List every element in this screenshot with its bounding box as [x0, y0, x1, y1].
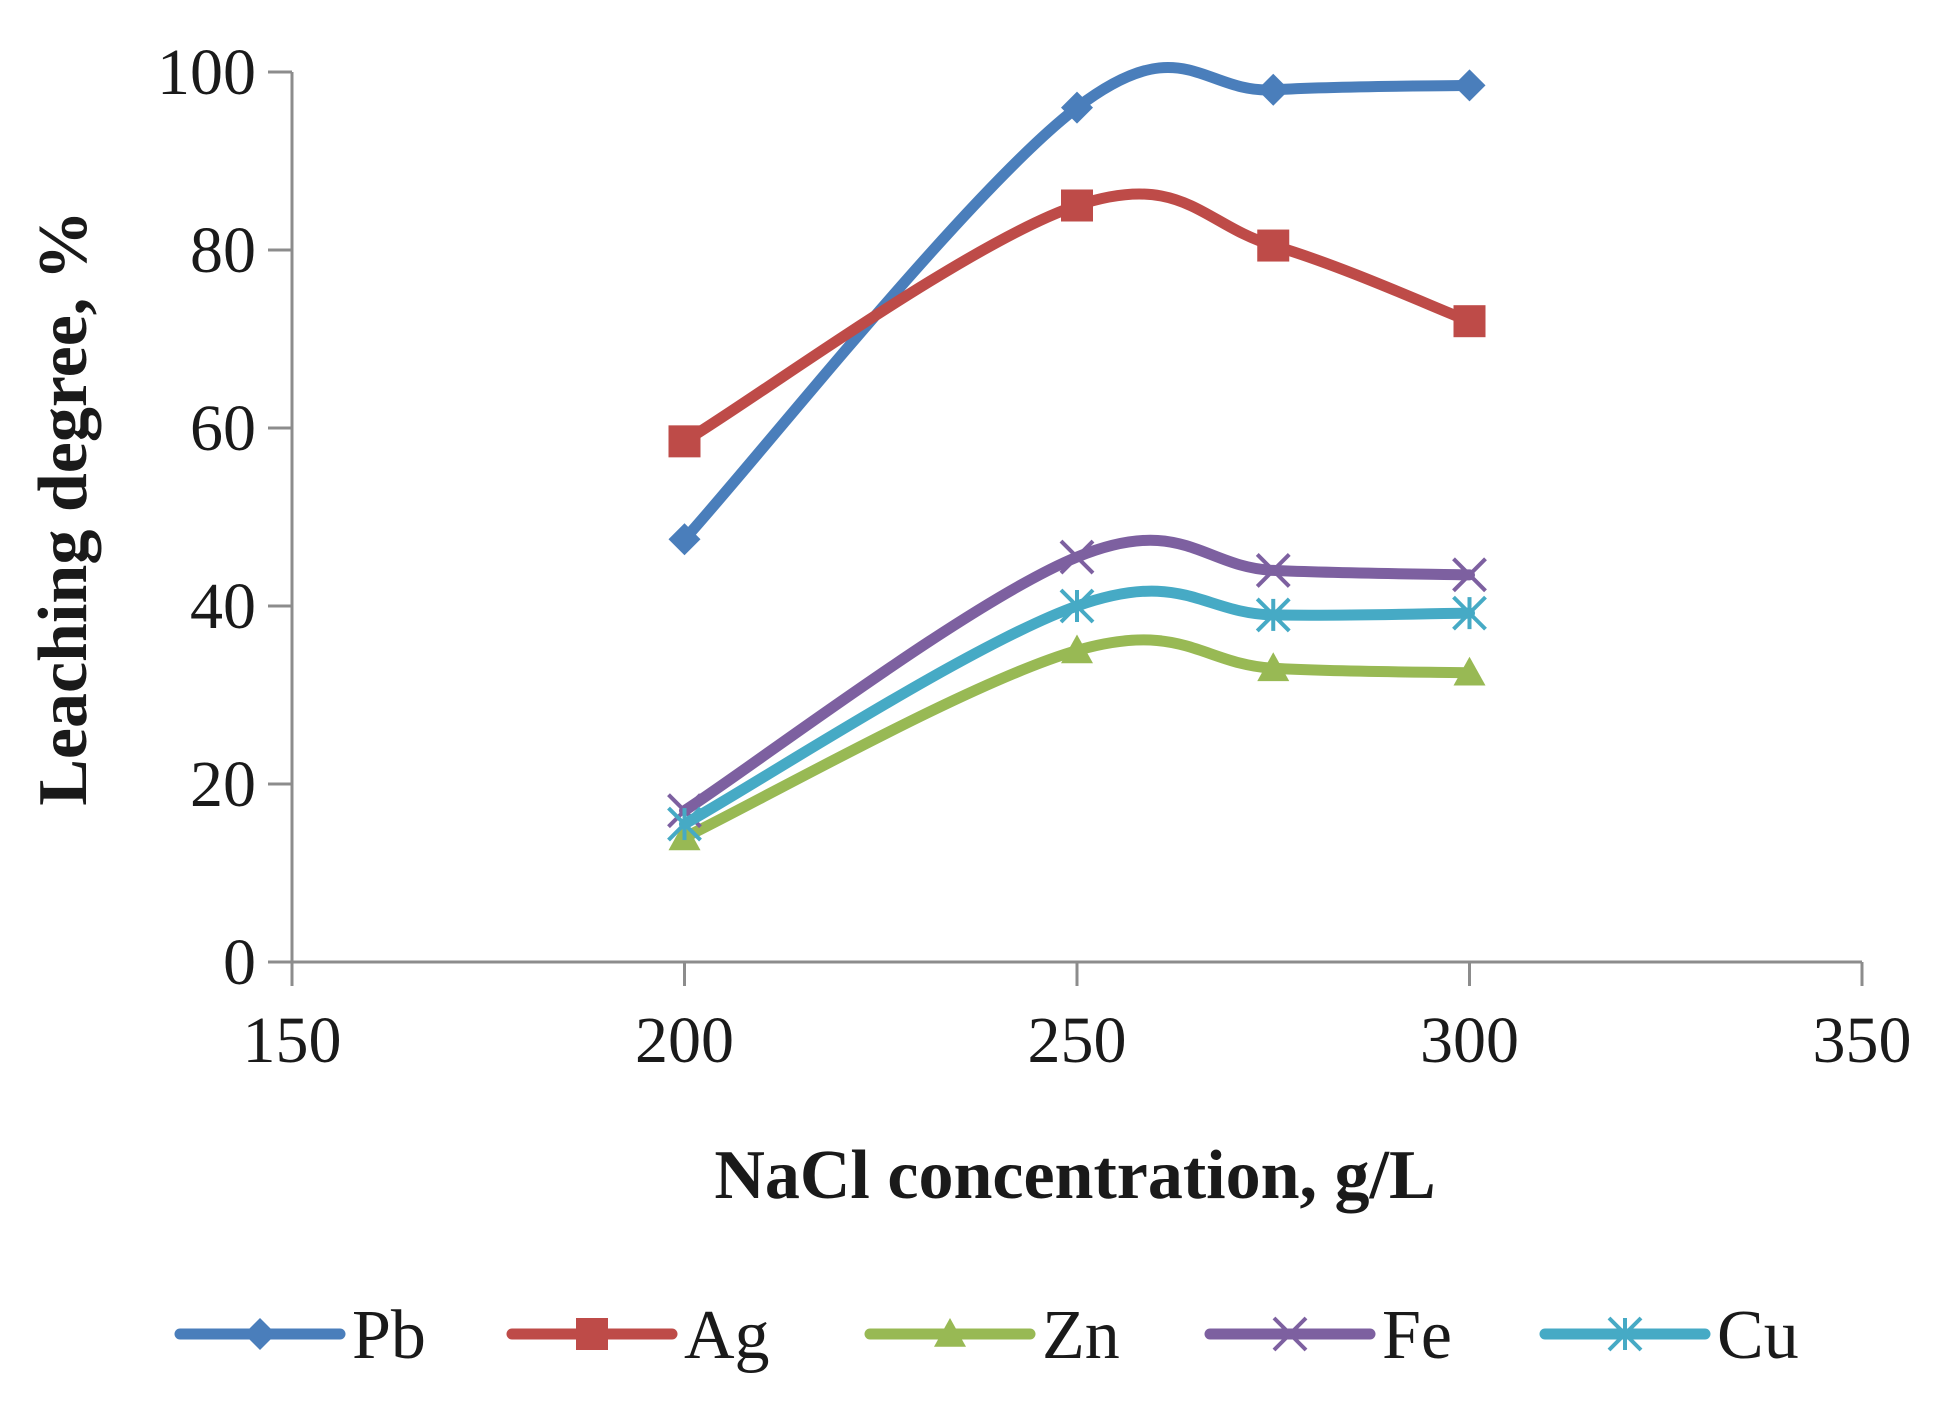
data-point-pb: [668, 523, 701, 556]
data-point-zn: [1453, 656, 1486, 686]
data-point-pb: [1453, 69, 1486, 102]
series-line-cu: [679, 585, 1475, 830]
data-point-cu: [1255, 597, 1291, 633]
y-tick-label: 60: [190, 392, 256, 465]
legend-marker-cu: [1607, 1316, 1643, 1352]
data-point-cu: [1452, 595, 1487, 631]
x-tick-label: 350: [1813, 1004, 1912, 1077]
x-tick-label: 200: [635, 1004, 734, 1077]
data-point-fe: [1255, 552, 1291, 588]
data-point-zn: [1061, 634, 1093, 664]
y-tick-label: 80: [190, 214, 256, 287]
data-point-pb: [1257, 73, 1290, 106]
x-axis-title: NaCl concentration, g/L: [714, 1137, 1435, 1214]
series-line-pb: [679, 62, 1475, 545]
data-point-ag: [668, 425, 701, 458]
x-tick-label: 150: [243, 1004, 342, 1077]
data-point-zn: [1257, 652, 1290, 682]
x-tick-label: 250: [1028, 1004, 1127, 1077]
legend-item-cu: Cu: [1539, 1297, 1799, 1374]
data-point-fe: [1059, 539, 1095, 575]
legend-item-fe: Fe: [1204, 1297, 1452, 1374]
legend-item-ag: Ag: [506, 1297, 770, 1374]
data-point-ag: [1061, 189, 1093, 222]
data-point-fe: [1452, 557, 1487, 593]
legend-marker-zn: [934, 1318, 966, 1347]
y-tick-label: 0: [223, 926, 256, 999]
y-tick-label: 100: [157, 36, 256, 109]
data-point-pb: [1061, 91, 1093, 124]
series-line-zn: [679, 634, 1475, 843]
axis-titles: Leaching degree, % NaCl concentration, g…: [25, 210, 1436, 1214]
legend-marker-ag: [576, 1318, 608, 1350]
axes: 0 20 40 60 80 100 150 200 250 300 350: [157, 36, 1912, 1077]
x-tick-label: 300: [1420, 1004, 1519, 1077]
y-axis-title: Leaching degree, %: [25, 210, 102, 806]
series-ag: [668, 188, 1486, 458]
series-line-ag: [679, 188, 1475, 447]
legend-label-fe: Fe: [1382, 1297, 1452, 1374]
series-fe: [667, 534, 1487, 829]
data-point-ag: [1257, 229, 1290, 262]
data-point-cu: [1059, 588, 1095, 624]
legend-marker-fe: [1272, 1316, 1308, 1352]
legend-label-cu: Cu: [1717, 1297, 1799, 1374]
series-layer: [667, 62, 1487, 851]
series-cu: [667, 585, 1487, 842]
legend-item-zn: Zn: [864, 1297, 1120, 1374]
legend-label-zn: Zn: [1042, 1297, 1120, 1374]
legend-marker-pb: [244, 1318, 276, 1350]
legend-label-ag: Ag: [684, 1297, 770, 1374]
y-tick-label: 20: [190, 748, 256, 821]
series-line-fe: [679, 534, 1475, 817]
series-pb: [668, 62, 1486, 556]
legend-label-pb: Pb: [352, 1297, 426, 1374]
data-point-cu: [667, 806, 702, 842]
legend-item-pb: Pb: [174, 1297, 426, 1374]
y-tick-label: 40: [190, 570, 256, 643]
legend: Pb Ag Zn Fe Cu: [174, 1297, 1799, 1374]
data-point-ag: [1453, 305, 1486, 338]
